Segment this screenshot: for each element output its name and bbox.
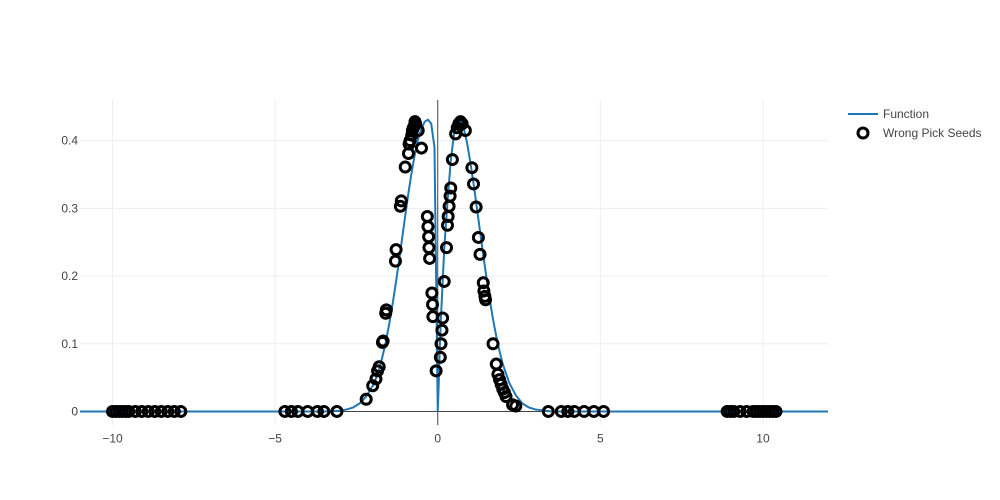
- legend-label-wrong-pick-seeds: Wrong Pick Seeds: [883, 126, 982, 140]
- x-tick-label: −5: [268, 432, 282, 446]
- data-point-wrong-pick-seed[interactable]: [161, 404, 175, 418]
- data-point-wrong-pick-seed[interactable]: [122, 404, 136, 418]
- y-tick-label: 0.1: [61, 337, 78, 351]
- grid-layer: [80, 100, 828, 425]
- data-point-wrong-pick-seed[interactable]: [389, 243, 403, 257]
- data-point-wrong-pick-seed[interactable]: [441, 209, 455, 223]
- data-point-wrong-pick-seed[interactable]: [443, 189, 457, 203]
- data-point-wrong-pick-seed[interactable]: [420, 209, 434, 223]
- data-point-wrong-pick-seed[interactable]: [597, 404, 611, 418]
- data-point-wrong-pick-seed[interactable]: [414, 141, 428, 155]
- x-tick-label: 5: [597, 432, 604, 446]
- data-point-wrong-pick-seed[interactable]: [369, 372, 383, 386]
- data-point-wrong-pick-seed[interactable]: [442, 199, 456, 213]
- data-point-wrong-pick-seed[interactable]: [554, 404, 568, 418]
- data-point-wrong-pick-seed[interactable]: [469, 200, 483, 214]
- x-tick-label: −10: [102, 432, 123, 446]
- data-point-wrong-pick-seed[interactable]: [467, 177, 481, 191]
- data-point-wrong-pick-seed[interactable]: [465, 161, 479, 175]
- data-point-wrong-pick-seed[interactable]: [445, 153, 459, 167]
- data-point-wrong-pick-seed[interactable]: [489, 357, 503, 371]
- data-point-wrong-pick-seed[interactable]: [154, 404, 168, 418]
- data-point-wrong-pick-seed[interactable]: [398, 160, 412, 174]
- data-point-wrong-pick-seed[interactable]: [425, 286, 439, 300]
- data-point-wrong-pick-seed[interactable]: [388, 254, 402, 268]
- data-point-wrong-pick-seed[interactable]: [434, 337, 448, 351]
- data-point-wrong-pick-seed[interactable]: [458, 123, 472, 137]
- data-point-wrong-pick-seed[interactable]: [372, 360, 386, 374]
- legend-label-function: Function: [883, 107, 929, 121]
- legend[interactable]: Function Wrong Pick Seeds: [848, 107, 982, 140]
- data-point-wrong-pick-seed[interactable]: [437, 274, 451, 288]
- data-point-wrong-pick-seed[interactable]: [727, 404, 741, 418]
- legend-swatch-circle-icon: [856, 126, 870, 140]
- tick-label-layer: −10 −5 0 5 10 0 0.1 0.2 0.3 0.4: [61, 134, 770, 446]
- data-point-wrong-pick-seed[interactable]: [440, 241, 454, 255]
- data-point-wrong-pick-seed[interactable]: [393, 199, 407, 213]
- data-point-wrong-pick-seed[interactable]: [479, 293, 493, 307]
- y-tick-label: 0.3: [61, 201, 78, 215]
- data-point-wrong-pick-seed[interactable]: [499, 390, 513, 404]
- data-point-wrong-pick-seed[interactable]: [541, 404, 555, 418]
- data-point-wrong-pick-seed[interactable]: [435, 323, 449, 337]
- y-tick-label: 0.4: [61, 134, 78, 148]
- y-tick-label: 0: [71, 404, 78, 418]
- legend-item-wrong-pick-seeds[interactable]: Wrong Pick Seeds: [856, 126, 982, 140]
- data-point-wrong-pick-seed[interactable]: [509, 399, 523, 413]
- x-tick-label: 10: [756, 432, 770, 446]
- data-point-wrong-pick-seed[interactable]: [330, 404, 344, 418]
- data-point-wrong-pick-seed[interactable]: [376, 334, 390, 348]
- data-point-wrong-pick-seed[interactable]: [317, 404, 331, 418]
- x-tick-label: 0: [434, 432, 441, 446]
- data-point-wrong-pick-seed[interactable]: [284, 404, 298, 418]
- y-tick-label: 0.2: [61, 269, 78, 283]
- data-point-wrong-pick-seed[interactable]: [135, 404, 149, 418]
- data-point-wrong-pick-seed[interactable]: [429, 364, 443, 378]
- data-point-wrong-pick-seed[interactable]: [421, 220, 435, 234]
- data-point-wrong-pick-seed[interactable]: [426, 297, 440, 311]
- data-point-wrong-pick-seed[interactable]: [148, 404, 162, 418]
- data-point-wrong-pick-seed[interactable]: [436, 311, 450, 325]
- data-point-wrong-pick-seed[interactable]: [433, 350, 447, 364]
- data-point-wrong-pick-seed[interactable]: [310, 404, 324, 418]
- data-point-wrong-pick-seed[interactable]: [422, 241, 436, 255]
- data-point-wrong-pick-seed[interactable]: [409, 117, 423, 131]
- data-point-wrong-pick-seed[interactable]: [128, 404, 142, 418]
- data-point-wrong-pick-seed[interactable]: [561, 404, 575, 418]
- data-point-wrong-pick-seed[interactable]: [473, 247, 487, 261]
- marker-layer: [106, 115, 783, 418]
- axis-layer: [80, 100, 828, 425]
- data-point-wrong-pick-seed[interactable]: [411, 123, 425, 137]
- data-point-wrong-pick-seed[interactable]: [141, 404, 155, 418]
- data-point-wrong-pick-seed[interactable]: [471, 230, 485, 244]
- data-point-wrong-pick-seed[interactable]: [769, 404, 783, 418]
- data-point-wrong-pick-seed[interactable]: [422, 230, 436, 244]
- data-point-wrong-pick-seed[interactable]: [423, 251, 437, 265]
- legend-item-function[interactable]: Function: [848, 107, 929, 121]
- data-point-wrong-pick-seed[interactable]: [486, 337, 500, 351]
- data-point-wrong-pick-seed[interactable]: [174, 404, 188, 418]
- data-point-wrong-pick-seed[interactable]: [444, 181, 458, 195]
- data-point-wrong-pick-seed[interactable]: [167, 404, 181, 418]
- data-point-wrong-pick-seed[interactable]: [379, 303, 393, 317]
- data-point-wrong-pick-seed[interactable]: [476, 276, 490, 290]
- data-point-wrong-pick-seed[interactable]: [733, 404, 747, 418]
- data-point-wrong-pick-seed[interactable]: [278, 404, 292, 418]
- data-point-wrong-pick-seed[interactable]: [394, 194, 408, 208]
- data-point-wrong-pick-seed[interactable]: [359, 392, 373, 406]
